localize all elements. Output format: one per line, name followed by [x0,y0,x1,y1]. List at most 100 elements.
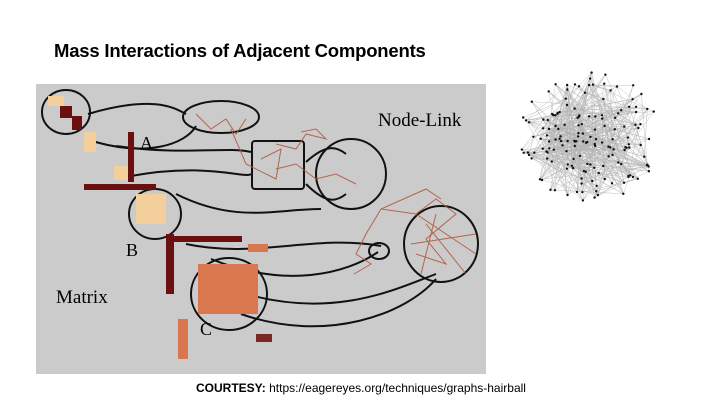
hairball-node [636,177,639,180]
hairball-node [577,124,580,127]
hairball-node [532,135,535,138]
hairball-graph [520,71,655,202]
hairball-node [609,89,612,92]
hairball-node [522,151,525,154]
hairball-node [573,83,577,86]
hairball-node [565,150,568,153]
hairball-node [550,160,553,163]
hairball-node [566,163,569,166]
hairball-node [628,105,631,108]
courtesy-prefix: COURTESY: [196,381,266,395]
hairball-node [646,107,649,111]
component-b-label: B [126,240,139,260]
hairball-node [600,141,604,144]
hairball-node [582,140,585,143]
hairball-node [545,134,549,137]
hairball-node [600,114,604,117]
hairball-node [554,138,557,141]
hairball-node [624,146,627,149]
hairball-node [593,128,597,131]
hairball-node [593,166,596,169]
hairball-node [565,103,569,107]
hairball-node [629,174,632,177]
hairball-node [637,126,640,130]
hairball-node [609,146,612,149]
hairball-node [597,171,600,175]
hairball-node [627,174,630,178]
hairball-node [603,82,606,85]
hairball-node [552,148,555,151]
hairball-node [550,112,554,116]
hairball-node [572,157,575,161]
hairball-node [601,117,604,120]
hairball-node [564,97,567,100]
hairball-node [612,148,615,151]
hairball-node [581,199,585,202]
hairball-node [611,138,614,141]
hairball-node [643,155,646,158]
hairball-node [526,151,530,154]
hairball-node [547,140,551,143]
hairball-node [577,132,580,135]
hairball-node [607,145,610,148]
hairball-node [575,190,579,194]
hairball-node [576,135,580,138]
hairball-node [623,148,626,152]
hairball-node [584,170,587,173]
hairball-node [611,153,614,157]
hairball-node [522,116,525,119]
hairball-node [540,178,544,182]
hairball-node [539,137,542,140]
hairball-node [554,124,557,128]
hairball-node [591,83,595,86]
hairball-node [613,116,617,120]
hairball-node [620,109,623,112]
hairball-node [558,110,561,114]
hairball-node [582,169,586,173]
hairball-node [617,112,620,115]
hairball-node [557,127,560,131]
hairball-node [571,166,575,170]
hairball-node [541,127,545,130]
hairball-node [590,71,593,74]
hairball-node [603,177,606,181]
hairball-node [613,128,616,131]
hairball-node [546,151,549,154]
hairball-node [576,116,579,120]
hairball-node [634,110,638,114]
hairball-node [577,85,581,88]
hairball-node [556,112,559,116]
component-outlines [41,89,479,331]
hairball-node [578,114,581,117]
hairball-node [594,115,597,118]
hairball-node [546,118,549,122]
hairball-node [565,167,569,170]
hairball-node [593,196,596,199]
hairball-node [623,125,626,128]
courtesy-url[interactable]: https://eagereyes.org/techniques/graphs-… [269,381,526,395]
hairball-node [626,136,630,139]
hairball-node [647,165,650,168]
node-link-edges [195,113,477,275]
hairball-node [580,177,583,180]
hairball-node [622,181,626,184]
hairball-node [589,163,592,166]
hairball-node [553,189,557,192]
hairball-node [573,140,577,143]
hairball-node [593,142,596,146]
hairball-node [622,192,625,195]
hairball-node [566,139,569,143]
hairball-node [587,83,591,87]
hairball-node [542,118,545,121]
hairball-node [639,123,642,126]
hairball-node [578,154,582,158]
hairball-node [595,184,598,188]
hairball-node [538,178,542,181]
matrix-label: Matrix [56,287,108,308]
component-links [85,102,437,328]
hairball-node [530,157,533,160]
hairball-node [561,144,564,147]
hairball-node [565,83,569,87]
hairball-node [610,182,614,185]
nodetrix-figure: Node-Link Matrix A B C [36,84,486,374]
